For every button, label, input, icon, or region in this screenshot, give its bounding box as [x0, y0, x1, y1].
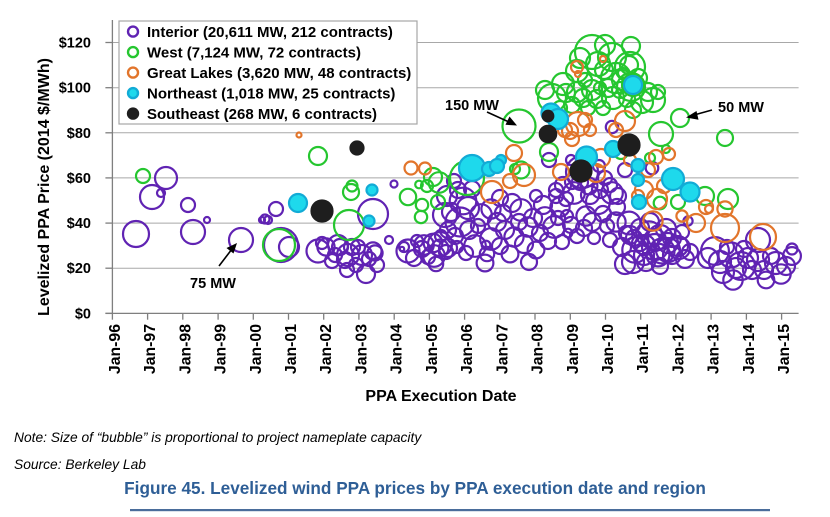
svg-text:Jan-05: Jan-05 — [424, 324, 441, 374]
svg-text:$120: $120 — [59, 36, 91, 52]
svg-text:Jan-01: Jan-01 — [283, 324, 300, 374]
svg-text:Levelized PPA Price (2014 $/MW: Levelized PPA Price (2014 $/MWh) — [36, 58, 53, 316]
svg-text:Great Lakes (3,620 MW, 48 cont: Great Lakes (3,620 MW, 48 contracts) — [147, 65, 411, 82]
svg-text:Interior (20,611 MW, 212 contr: Interior (20,611 MW, 212 contracts) — [147, 24, 393, 41]
svg-text:Jan-11: Jan-11 — [635, 324, 652, 373]
svg-text:West (7,124 MW, 72 contracts): West (7,124 MW, 72 contracts) — [147, 44, 361, 61]
svg-text:$80: $80 — [67, 126, 91, 142]
svg-text:$40: $40 — [67, 216, 91, 232]
svg-text:Southeast (268 MW, 6 contracts: Southeast (268 MW, 6 contracts) — [147, 106, 377, 123]
svg-text:Figure 45. Levelized wind PPA: Figure 45. Levelized wind PPA prices by … — [124, 478, 706, 498]
svg-text:Northeast (1,018 MW, 25 contra: Northeast (1,018 MW, 25 contracts) — [147, 85, 395, 102]
svg-text:Jan-08: Jan-08 — [530, 324, 547, 374]
svg-text:Jan-15: Jan-15 — [776, 324, 793, 374]
svg-text:Jan-98: Jan-98 — [177, 324, 194, 374]
svg-text:Jan-04: Jan-04 — [389, 324, 406, 374]
svg-text:75 MW: 75 MW — [190, 276, 236, 292]
svg-text:Jan-07: Jan-07 — [494, 324, 511, 374]
svg-text:$20: $20 — [67, 261, 91, 277]
svg-text:Jan-10: Jan-10 — [600, 324, 617, 374]
svg-text:Jan-14: Jan-14 — [741, 324, 758, 374]
svg-text:50 MW: 50 MW — [718, 100, 764, 116]
svg-text:$0: $0 — [75, 306, 91, 322]
svg-text:150 MW: 150 MW — [445, 98, 499, 114]
svg-text:Jan-99: Jan-99 — [213, 324, 230, 374]
svg-text:Jan-03: Jan-03 — [353, 324, 370, 374]
svg-text:$60: $60 — [67, 171, 91, 187]
svg-text:Jan-00: Jan-00 — [248, 324, 265, 374]
svg-text:$100: $100 — [59, 81, 91, 97]
svg-text:Jan-12: Jan-12 — [670, 324, 687, 374]
svg-text:Source: Berkeley Lab: Source: Berkeley Lab — [14, 457, 146, 472]
svg-text:Jan-97: Jan-97 — [142, 324, 159, 374]
svg-text:Jan-13: Jan-13 — [706, 324, 723, 374]
svg-text:Note: Size of “bubble” is prop: Note: Size of “bubble” is proportional t… — [14, 430, 422, 445]
svg-text:PPA Execution Date: PPA Execution Date — [365, 388, 516, 405]
svg-text:Jan-02: Jan-02 — [318, 324, 335, 374]
svg-text:Jan-06: Jan-06 — [459, 324, 476, 374]
svg-text:Jan-09: Jan-09 — [565, 324, 582, 374]
svg-text:Jan-96: Jan-96 — [107, 324, 124, 374]
